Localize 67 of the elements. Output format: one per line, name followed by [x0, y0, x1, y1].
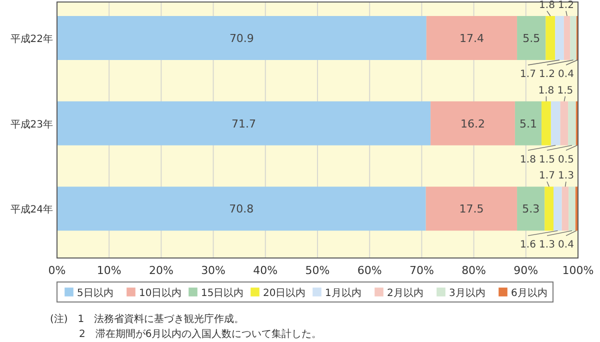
data-label: 1.2	[539, 69, 555, 80]
data-label: 1.7	[539, 170, 555, 182]
bar	[517, 186, 545, 231]
x-tick-label: 100%	[562, 264, 594, 277]
text: (注) 1 法務省資料に基づき観光庁作成。	[50, 313, 244, 325]
legend-label: 3月以内	[449, 287, 486, 299]
bar	[57, 101, 431, 146]
text: 2 滞在期間が6月以内の入国人数について集計した。	[79, 328, 322, 340]
bar	[544, 186, 554, 231]
x-tick-label: 50%	[305, 264, 330, 277]
data-label: 1.3	[558, 170, 574, 182]
data-label: 0.4	[558, 240, 574, 251]
data-label: 71.7	[232, 117, 256, 130]
x-tick-label: 20%	[148, 264, 174, 277]
bar	[514, 101, 542, 146]
x-tick-label: 60%	[357, 264, 382, 277]
data-label: 1.3	[539, 240, 555, 251]
bar	[430, 101, 515, 146]
data-label: 1.6	[520, 240, 536, 251]
bar	[57, 186, 426, 231]
x-tick-label: 40%	[253, 264, 278, 277]
legend-label: 15日以内	[201, 287, 244, 299]
data-label: 1.8	[520, 154, 536, 166]
legend-label: 1月以内	[325, 287, 362, 299]
data-label: 5.5	[522, 32, 540, 45]
x-tick-label: 10%	[96, 264, 122, 277]
data-label: 1.5	[557, 85, 574, 96]
bar	[546, 16, 556, 60]
bar	[555, 16, 564, 60]
x-tick-label: 80%	[462, 264, 486, 277]
x-tick-label: 90%	[514, 264, 538, 277]
bar	[564, 16, 570, 60]
bar	[562, 186, 569, 231]
data-label: 70.9	[229, 32, 254, 45]
legend-label: 2月以内	[387, 287, 424, 299]
bar	[550, 101, 560, 146]
bar	[568, 101, 576, 146]
x-tick-label: 0%	[48, 264, 66, 277]
data-label: 0.4	[558, 69, 574, 80]
bar	[426, 16, 518, 60]
legend-label: 5日以内	[77, 287, 114, 299]
bar	[57, 16, 426, 60]
data-label: 1.5	[539, 154, 555, 166]
data-label: 17.4	[459, 32, 484, 45]
data-label: 5.3	[522, 202, 540, 216]
data-label: 1.8	[538, 85, 554, 96]
bar	[570, 16, 576, 60]
bar	[426, 186, 518, 231]
data-label: 1.7	[520, 69, 536, 80]
data-label: 5.1	[519, 117, 537, 130]
data-label: 70.8	[229, 202, 254, 216]
legend-label: 10日以内	[139, 287, 182, 299]
bar	[517, 16, 546, 60]
data-label: 0.5	[558, 154, 574, 166]
legend-label: 20日以内	[263, 287, 306, 299]
bar	[560, 101, 568, 146]
bar	[554, 186, 562, 231]
data-label: 16.2	[460, 117, 486, 130]
bar	[568, 186, 576, 231]
x-tick-label: 30%	[201, 264, 226, 277]
bar	[542, 101, 551, 146]
legend-label: 6月以内	[511, 287, 548, 299]
y-tick-label: 平成22年	[10, 33, 53, 45]
data-label: 17.5	[459, 202, 484, 216]
y-tick-label: 平成23年	[10, 118, 53, 130]
x-tick-label: 70%	[409, 264, 434, 277]
y-tick-label: 平成24年	[10, 204, 53, 216]
